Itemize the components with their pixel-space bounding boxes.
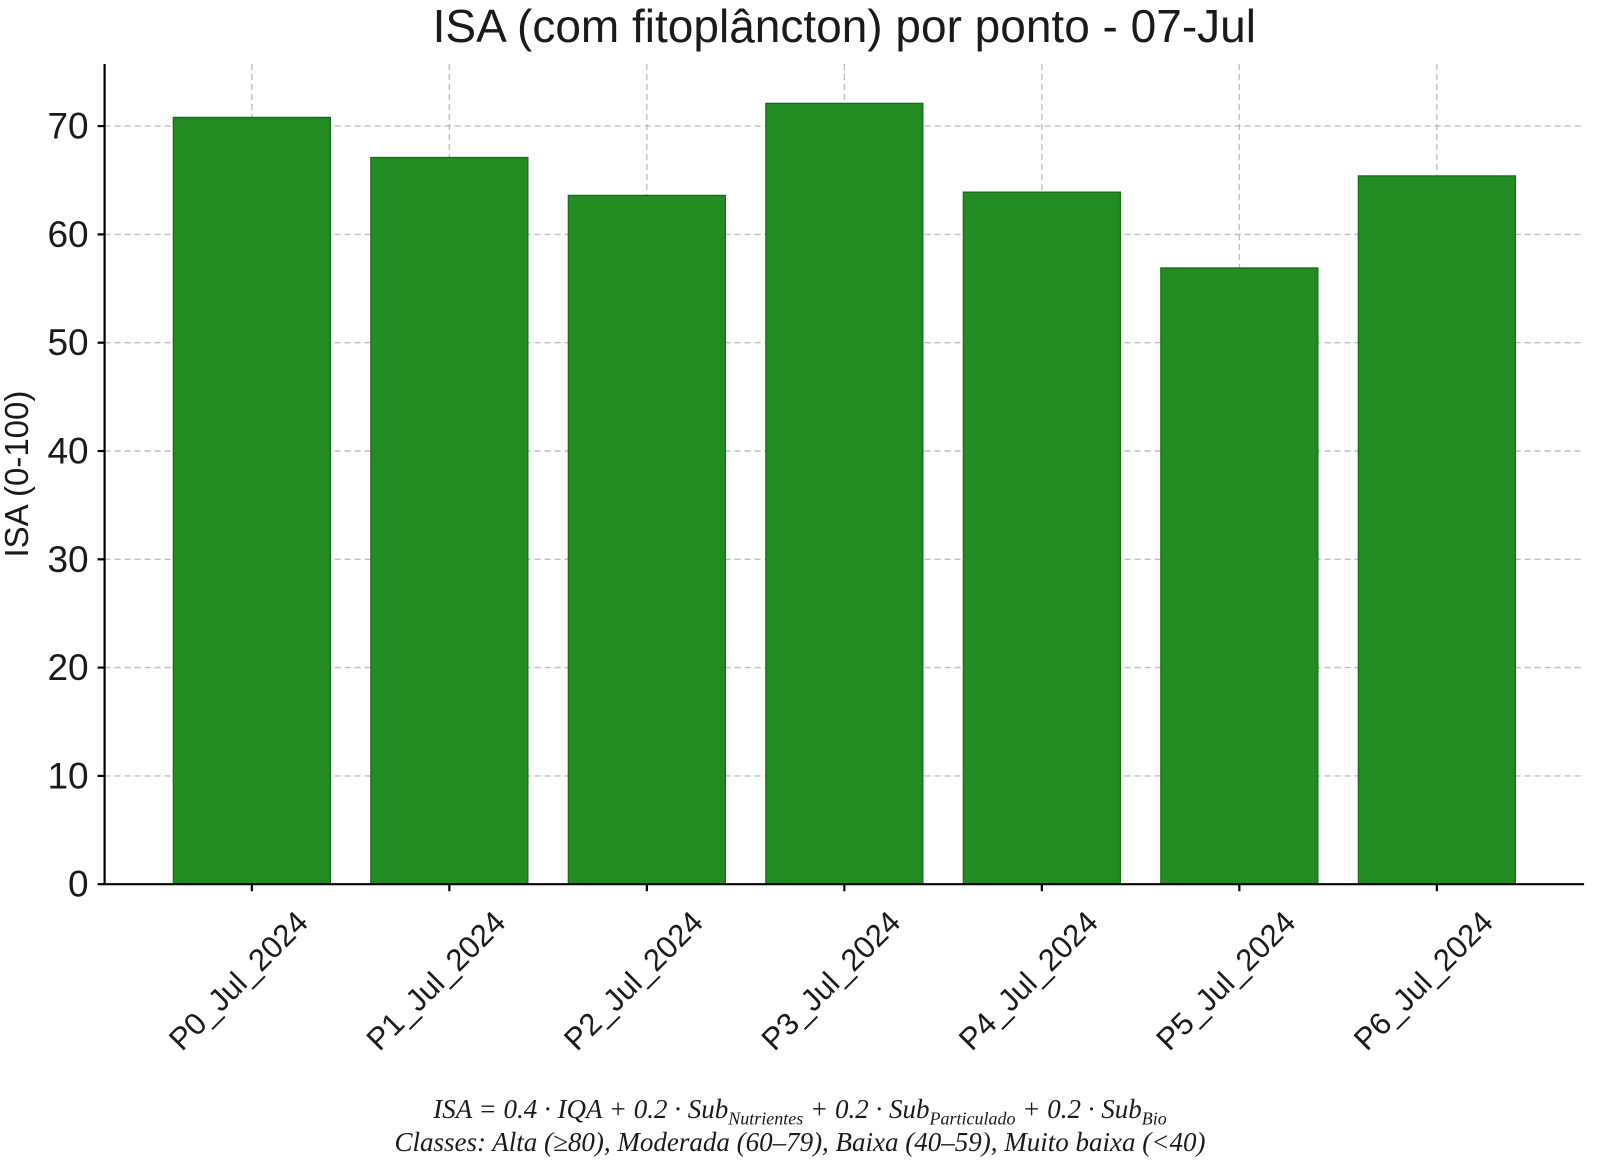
svg-text:20: 20	[47, 647, 88, 688]
svg-text:ISA (0-100): ISA (0-100)	[0, 391, 35, 558]
svg-text:50: 50	[47, 322, 88, 363]
svg-text:60: 60	[47, 214, 88, 255]
svg-text:70: 70	[47, 106, 88, 147]
svg-text:0: 0	[68, 864, 89, 905]
svg-text:ISA (com fitoplâncton) por pon: ISA (com fitoplâncton) por ponto - 07-Ju…	[433, 0, 1256, 52]
svg-text:30: 30	[47, 539, 88, 580]
svg-text:40: 40	[47, 431, 88, 472]
svg-text:10: 10	[47, 755, 88, 796]
